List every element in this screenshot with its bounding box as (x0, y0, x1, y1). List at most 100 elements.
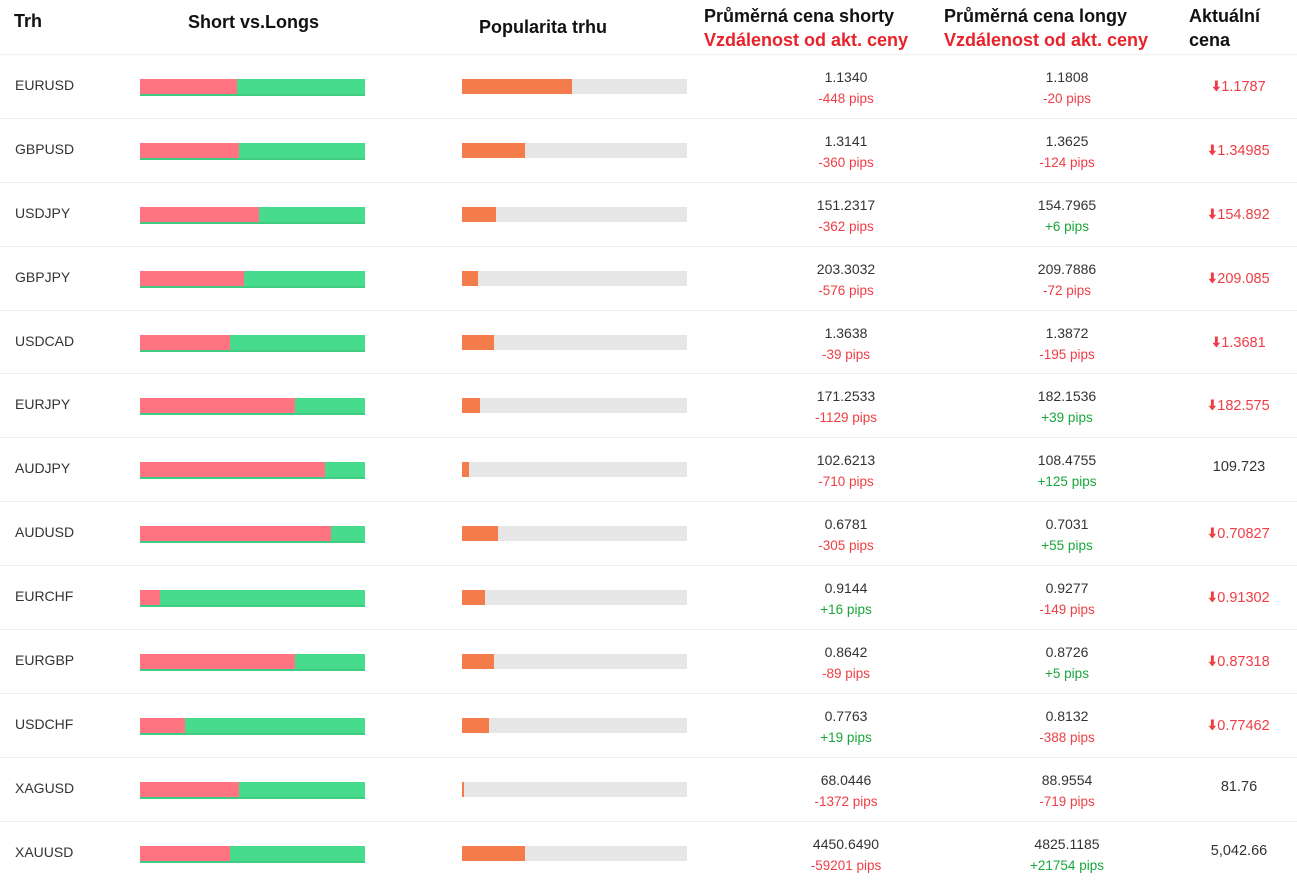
short-vs-long-bar (140, 79, 365, 96)
table-row[interactable]: XAUUSD 4450.6490 -59201 pips 4825.1185 +2175… (0, 820, 1297, 885)
short-segment (140, 270, 244, 286)
bar-baseline (140, 669, 365, 672)
popularity-bar (462, 781, 687, 797)
current-price-value: 0.77462 (1217, 717, 1270, 734)
market-symbol[interactable]: USDJPY (15, 204, 71, 221)
popularity-fill (462, 398, 480, 414)
current-price: 🠫0.77462 (1180, 715, 1297, 740)
market-table: EURUSD 1.1340 -448 pips 1.1808 -20 pips 🠫1.17… (0, 54, 1297, 885)
market-symbol[interactable]: XAUUSD (15, 843, 74, 860)
current-price-value: 0.70827 (1217, 526, 1270, 543)
table-row[interactable]: GBPUSD 1.3141 -360 pips 1.3625 -124 pips 🠫1.3… (0, 117, 1297, 182)
table-row[interactable]: AUDUSD 0.6781 -305 pips 0.7031 +55 pips 🠫0.70… (0, 501, 1297, 565)
header-market: Trh (14, 11, 43, 31)
popularity-bar (462, 398, 687, 414)
current-price-value: 154.892 (1217, 206, 1270, 223)
market-symbol[interactable]: GBPUSD (15, 140, 75, 157)
header-popularity: Popularita trhu (479, 17, 608, 37)
bar-baseline (140, 477, 365, 480)
short-vs-long-bar (140, 398, 365, 416)
avg-short-pips: -360 pips (818, 154, 874, 170)
market-symbol[interactable]: USDCHF (15, 715, 74, 732)
current-price: 🠫1.34985 (1180, 140, 1297, 165)
market-symbol[interactable]: EURUSD (15, 77, 75, 93)
avg-short-pips: -362 pips (818, 218, 874, 234)
table-row[interactable]: AUDJPY 102.6213 -710 pips 108.4755 +125 pips… (0, 437, 1297, 501)
avg-long-pips: -149 pips (1039, 602, 1095, 618)
current-price: 🠫0.91302 (1180, 587, 1297, 612)
popularity-bar (462, 334, 687, 350)
header-current-price-label: Aktuální cena (1189, 6, 1261, 50)
popularity-bar (462, 654, 687, 670)
avg-short-cell: 1.1340 -448 pips (766, 66, 926, 110)
table-row[interactable]: USDJPY 151.2317 -362 pips 154.7965 +6 pips 🠫1… (0, 181, 1297, 246)
table-row[interactable]: USDCAD 1.3638 -39 pips 1.3872 -195 pips 🠫1.36… (0, 309, 1297, 374)
avg-long-price: 0.8726 (1045, 644, 1089, 661)
popularity-fill (462, 654, 494, 670)
bar-baseline (140, 94, 365, 96)
short-segment (140, 590, 161, 606)
short-vs-long-bar (140, 334, 365, 352)
avg-short-cell: 102.6213 -710 pips (766, 449, 926, 493)
current-price: 🠫1.1787 (1180, 76, 1297, 101)
market-symbol[interactable]: GBPJPY (15, 268, 71, 285)
avg-short-price: 1.3141 (824, 132, 868, 149)
popularity-fill (462, 845, 525, 861)
short-segment (140, 206, 260, 222)
header-short-vs-long: Short vs.Longs (188, 12, 320, 32)
avg-long-pips: +125 pips (1037, 474, 1097, 490)
avg-short-pips: -448 pips (818, 91, 874, 106)
avg-long-price: 108.4755 (1037, 452, 1097, 469)
avg-long-pips: +21754 pips (1030, 857, 1104, 873)
market-symbol[interactable]: EURCHF (15, 588, 74, 605)
table-row[interactable]: GBPJPY 203.3032 -576 pips 209.7886 -72 pips 🠫… (0, 245, 1297, 310)
avg-long-pips: -719 pips (1039, 793, 1095, 809)
table-row[interactable]: XAGUSD 68.0446 -1372 pips 88.9554 -719 pips 8… (0, 756, 1297, 821)
avg-short-cell: 68.0446 -1372 pips (766, 769, 926, 813)
down-arrow-icon: 🠫 (1208, 270, 1217, 287)
market-symbol[interactable]: AUDUSD (15, 524, 75, 541)
short-segment (140, 526, 332, 542)
table-row[interactable]: EURGBP 0.8642 -89 pips 0.8726 +5 pips 🠫0.8731… (0, 629, 1297, 693)
table-row[interactable]: EURJPY 171.2533 -1129 pips 182.1536 +39 pips… (0, 373, 1297, 437)
market-symbol[interactable]: EURJPY (15, 396, 71, 413)
popularity-bar (462, 526, 687, 542)
current-price-value: 0.87318 (1217, 654, 1270, 671)
avg-long-cell: 0.7031 +55 pips (987, 513, 1147, 557)
table-row[interactable]: EURUSD 1.1340 -448 pips 1.1808 -20 pips 🠫1.17… (0, 54, 1297, 118)
current-price: 🠫209.085 (1180, 268, 1297, 293)
popularity-bar (462, 845, 687, 861)
avg-long-price: 0.7031 (1045, 516, 1089, 533)
avg-long-price: 1.3872 (1045, 324, 1089, 341)
current-price-value: 1.1787 (1221, 79, 1266, 95)
current-price: 🠫182.575 (1180, 395, 1297, 420)
avg-short-pips: -710 pips (818, 474, 874, 490)
bar-baseline (140, 349, 365, 352)
bar-baseline (140, 541, 365, 544)
bar-baseline (140, 860, 365, 863)
popularity-fill (462, 206, 496, 222)
down-arrow-icon: 🠫 (1212, 334, 1221, 351)
market-symbol[interactable]: EURGBP (15, 652, 75, 669)
market-symbol[interactable]: XAGUSD (15, 779, 75, 796)
avg-long-pips: -388 pips (1039, 729, 1095, 745)
avg-long-pips: +39 pips (1041, 410, 1093, 426)
table-row[interactable]: EURCHF 0.9144 +16 pips 0.9277 -149 pips 🠫0.91… (0, 565, 1297, 629)
avg-long-cell: 88.9554 -719 pips (987, 769, 1147, 813)
popularity-fill (462, 781, 465, 797)
avg-short-cell: 4450.6490 -59201 pips (766, 833, 926, 877)
avg-short-price: 0.8642 (824, 644, 868, 661)
avg-short-cell: 203.3032 -576 pips (766, 258, 926, 302)
popularity-bar (462, 79, 687, 94)
market-symbol[interactable]: USDCAD (15, 332, 75, 349)
table-row[interactable]: USDCHF 0.7763 +19 pips 0.8132 -388 pips 🠫0.77… (0, 692, 1297, 757)
popularity-fill (462, 142, 525, 158)
header-current-price: Aktuální cena (1189, 4, 1279, 52)
short-vs-long-bar (140, 206, 365, 224)
short-vs-long-bar (140, 526, 365, 544)
market-symbol[interactable]: AUDJPY (15, 460, 71, 477)
short-segment (140, 781, 239, 797)
down-arrow-icon: 🠫 (1208, 398, 1217, 415)
popularity-bar (462, 206, 687, 222)
popularity-fill (462, 526, 498, 542)
